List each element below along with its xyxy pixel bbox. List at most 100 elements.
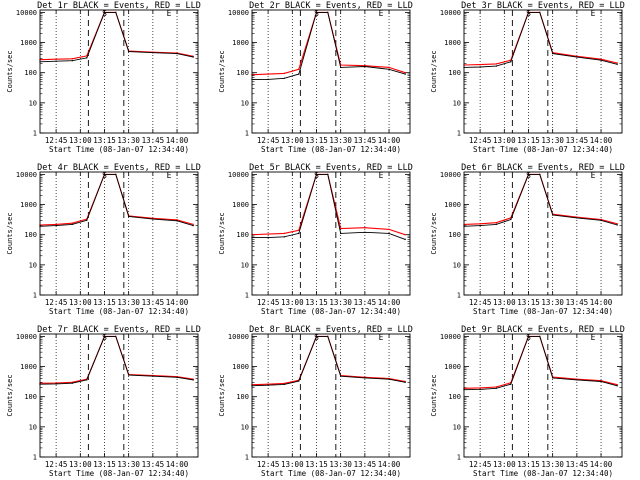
events-data-point [479,66,481,68]
x-tick-label: 13:45 [354,298,377,307]
events-data-point [192,224,194,227]
x-tick-label: 13:30 [541,136,564,145]
lld-data-point [298,68,300,70]
events-data-point [600,59,602,61]
y-tick-label: 1 [245,130,249,138]
x-tick-label: 13:30 [329,460,352,469]
lld-data-point [479,63,481,66]
events-data-point [404,73,406,75]
events-data-point [510,383,512,385]
x-tick-label: 13:00 [493,298,516,307]
events-data-point [527,173,530,176]
events-data-point [86,57,88,59]
x-tick-label: 13:45 [566,460,589,469]
lld-data-point [364,227,366,229]
x-tick-label: 13:15 [517,460,540,469]
x-axis-label: Start Time (08-Jan-07 12:34:40) [261,469,401,478]
events-data-point [103,173,106,176]
x-tick-label: 13:15 [305,136,328,145]
x-tick-label: 13:30 [329,136,352,145]
y-tick-label: 10000 [16,9,37,17]
lld-data-point [283,382,285,385]
plot-frame [251,333,411,458]
y-tick-label: 1 [245,292,249,300]
lld-series-line [39,335,194,384]
events-data-point [103,335,106,338]
y-axis-label: Counts/sec [218,374,226,416]
events-data-point [152,52,154,54]
x-tick-label: 14:00 [590,460,613,469]
events-series-line [39,173,194,227]
events-data-point [86,219,88,222]
y-tick-label: 1000 [232,201,249,209]
events-data-point [404,238,406,241]
detector-panel-8: Det 8r BLACK = Events, RED = LLD Counts/s… [218,325,413,478]
events-data-point [55,224,57,227]
detector-panel-3: Det 3r BLACK = Events, RED = LLD Counts/s… [430,1,625,154]
event-end-marker: E [591,171,596,180]
lld-data-point [616,383,618,386]
y-tick-label: 1000 [444,201,461,209]
events-data-point [176,220,178,222]
events-data-point [71,223,73,226]
event-end-marker: E [379,9,384,18]
x-tick-label: 14:00 [378,298,401,307]
lld-data-point [388,228,390,231]
y-axis-label: Counts/sec [6,50,14,92]
x-tick-label: 14:00 [590,136,613,145]
events-data-point [152,375,154,377]
events-data-point [388,232,390,235]
events-data-point [192,56,194,58]
lld-data-point [71,222,73,224]
detector-panel-6: Det 6r BLACK = Events, RED = LLD Counts/s… [430,163,625,316]
events-data-point [495,387,497,389]
events-data-point [127,215,130,218]
detector-panel-4: Det 4r BLACK = Events, RED = LLD Counts/s… [6,163,201,316]
detector-panel-9: Det 9r BLACK = Events, RED = LLD Counts/s… [430,325,625,478]
events-data-point [479,388,481,391]
events-data-point [115,335,117,338]
lld-data-point [479,387,481,389]
lld-data-point [283,232,285,235]
events-series-line [39,335,194,385]
event-end-marker: E [167,171,172,180]
events-data-point [364,65,366,68]
lld-data-point [616,223,618,225]
x-tick-label: 13:15 [93,298,116,307]
x-tick-label: 13:45 [142,460,165,469]
x-tick-label: 13:00 [281,460,304,469]
x-tick-label: 13:45 [566,298,589,307]
x-tick-label: 14:00 [378,460,401,469]
y-tick-label: 100 [236,231,249,239]
y-tick-label: 10000 [440,9,461,17]
y-tick-label: 1 [457,292,461,300]
events-data-point [576,379,578,381]
events-data-point [551,377,554,379]
events-data-point [576,217,578,219]
plot-frame [39,333,199,458]
events-data-point [315,335,318,338]
panel-title: Det 4r BLACK = Events, RED = LLD [37,163,201,173]
events-data-point [176,376,178,378]
events-data-point [527,11,530,14]
y-tick-label: 1000 [444,39,461,47]
events-data-point [364,231,366,234]
lld-series-line [39,173,194,226]
lld-series-line [39,11,194,61]
panel-title: Det 5r BLACK = Events, RED = LLD [249,163,413,173]
events-data-point [388,378,390,380]
plot-frame [39,9,199,134]
lld-data-point [192,223,194,226]
lld-data-point [495,386,497,388]
events-data-point [388,68,390,70]
x-axis-label: Start Time (08-Jan-07 12:34:40) [261,145,401,154]
events-data-point [576,56,578,58]
x-axis-label: Start Time (08-Jan-07 12:34:40) [473,145,613,154]
x-axis-label: Start Time (08-Jan-07 12:34:40) [473,307,613,316]
lld-series-line [463,335,618,389]
y-tick-label: 10 [241,261,249,269]
lld-data-point [267,383,269,385]
events-data-point [298,232,300,235]
y-tick-label: 100 [24,393,37,401]
y-tick-label: 10 [29,261,37,269]
